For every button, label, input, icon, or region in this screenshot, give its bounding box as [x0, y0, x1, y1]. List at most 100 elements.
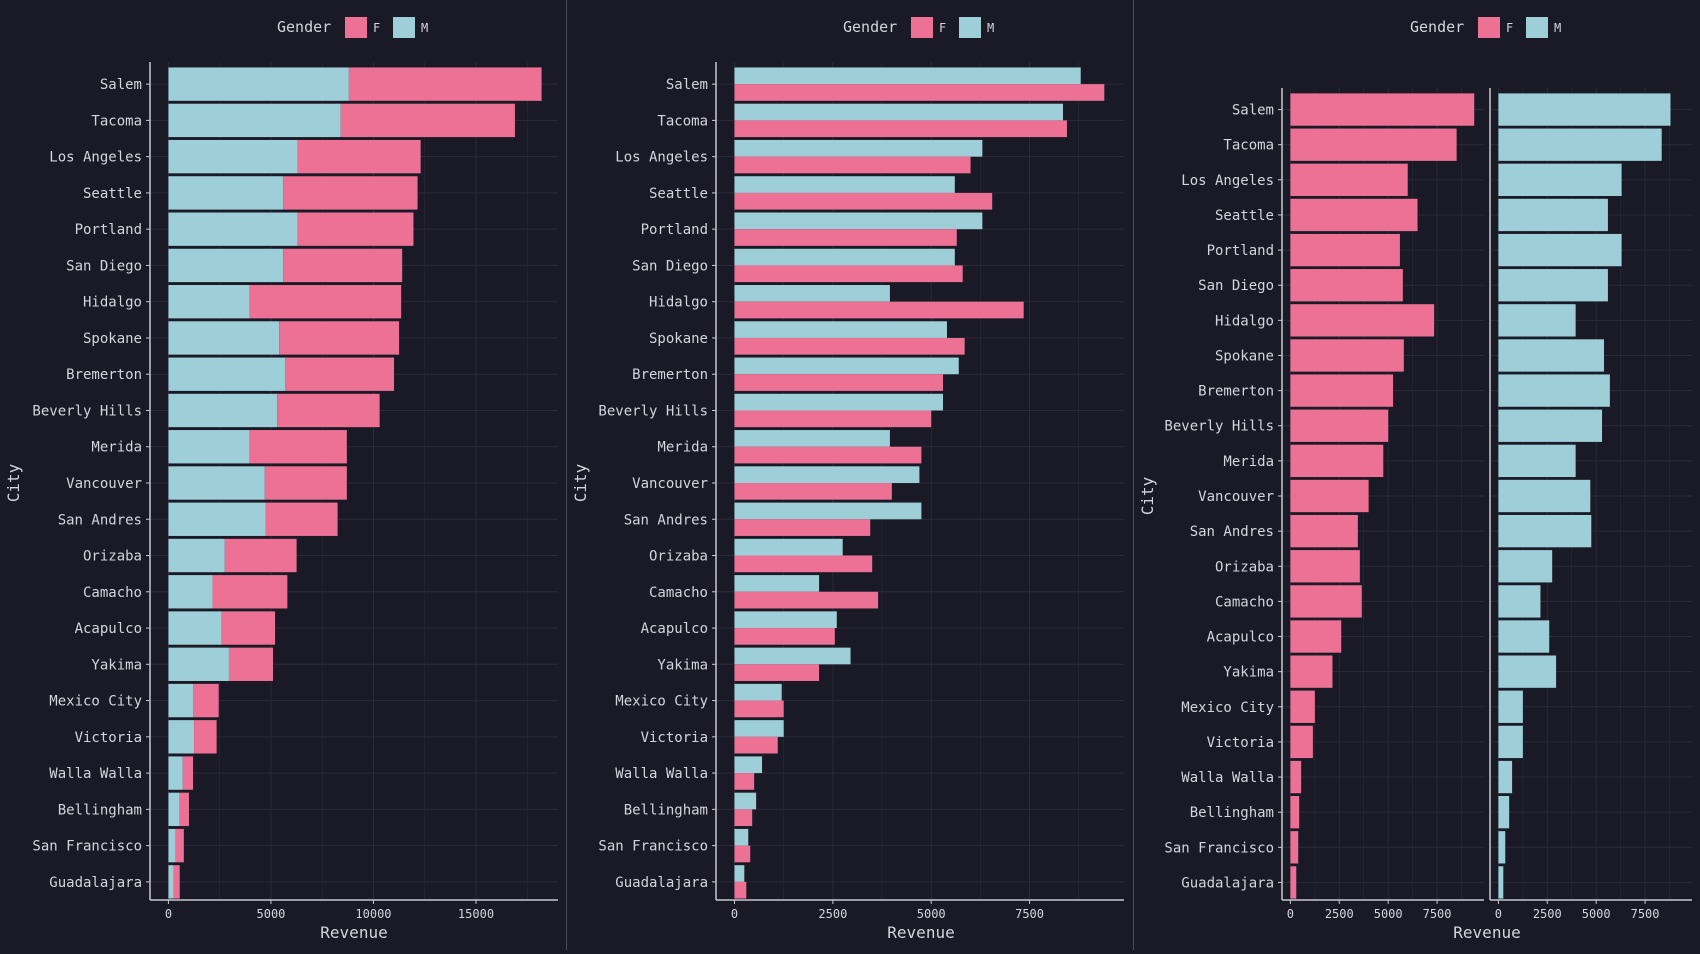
panel-1-bar-yakima-m: [168, 647, 229, 681]
panel-2-bar-bremerton-f: [734, 374, 944, 391]
panel-2-bar-guadalajara-m: [734, 865, 745, 882]
panel-2-bar-san-andres-m: [734, 502, 922, 520]
panel-1-legend-title: Gender: [277, 18, 331, 36]
panel-1-y-tick-label-beverly-hills: Beverly Hills: [32, 403, 142, 419]
panel-3-facet-1-y-tick-label-victoria: Victoria: [1207, 735, 1274, 751]
panel-3-facet-2-bar-camacho-m: [1498, 585, 1541, 618]
panel-2-bar-guadalajara-f: [734, 881, 747, 899]
panel-2-x-tick-label-3: 7500: [1015, 907, 1044, 921]
panel-1-bar-hidalgo-f: [249, 285, 402, 319]
panel-3-facet-1-bar-mexico-city-f: [1290, 690, 1315, 723]
panel-2-y-tick-label-portland: Portland: [641, 222, 708, 238]
panel-1-y-tick-label-bellingham: Bellingham: [58, 802, 142, 818]
panel-3-facet-2-bar-acapulco-m: [1498, 620, 1550, 653]
panel-3-facet-2-bar-walla-walla-m: [1498, 760, 1513, 794]
panel-2-bar-orizaba-f: [734, 555, 873, 573]
panel-2-bar-san-francisco-m: [734, 828, 749, 846]
panel-1-bar-camacho-m: [168, 575, 213, 609]
panel-3-facet-1-bar-acapulco-f: [1290, 620, 1342, 653]
panel-1-bar-los-angeles-m: [168, 139, 298, 174]
panel-3-facet-1-y-tick-label-san-francisco: San Francisco: [1164, 840, 1274, 856]
panel-1-y-tick-label-orizaba: Orizaba: [83, 549, 142, 565]
panel-2-y-tick-label-camacho: Camacho: [649, 585, 708, 601]
panel-1-bar-san-andres-f: [265, 502, 338, 536]
panel-1-y-tick-label-yakima: Yakima: [91, 657, 142, 673]
panel-1-bar-san-francisco-m: [168, 828, 176, 863]
panel-3-facet-1-bar-seattle-f: [1290, 198, 1418, 232]
panel-2-bar-san-diego-f: [734, 265, 963, 283]
panel-1-bar-acapulco-m: [168, 611, 222, 645]
panel-1-y-tick-label-san-diego: San Diego: [66, 258, 142, 274]
panel-3-legend-swatch-m: [1526, 17, 1548, 38]
panel-1-bar-vancouver-m: [168, 466, 265, 500]
panel-1-bar-mexico-city-m: [168, 683, 194, 718]
panel-1-bar-orizaba-f: [224, 538, 297, 573]
panel-3-facet-1-bar-los-angeles-f: [1290, 163, 1408, 196]
panel-3-facet-2-bar-portland-m: [1498, 233, 1622, 267]
panel-3-facet-2-bar-beverly-hills-m: [1498, 409, 1603, 442]
panel-1-y-tick-label-acapulco: Acapulco: [75, 621, 142, 637]
panel-1-bar-walla-walla-m: [168, 756, 183, 790]
panel-3-facet-2-bar-san-francisco-m: [1498, 831, 1506, 864]
panel-3-facet-2-x-tick-label-0: 0: [1495, 907, 1502, 921]
panel-2-y-tick-label-san-diego: San Diego: [632, 258, 708, 274]
panel-1-y-tick-label-guadalajara: Guadalajara: [49, 875, 142, 891]
panel-2-bar-seattle-m: [734, 176, 955, 193]
panel-3-facet-1-y-tick-label-bremerton: Bremerton: [1198, 384, 1274, 400]
panel-1-x-tick-label-1: 5000: [257, 907, 286, 921]
panel-2-legend-label-f: F: [939, 21, 946, 35]
panel-1-bar-guadalajara-m: [168, 865, 174, 899]
panel-3-facet-1-y-tick-label-los-angeles: Los Angeles: [1181, 173, 1274, 189]
panel-2-y-tick-label-hidalgo: Hidalgo: [649, 295, 708, 311]
panel-3-facet-1-y-tick-label-portland: Portland: [1207, 243, 1274, 259]
panel-3-facet-2-bar-hidalgo-m: [1498, 304, 1576, 337]
panel-1-bar-san-diego-f: [283, 248, 403, 283]
panel-3-legend-title: Gender: [1410, 18, 1464, 36]
panel-1-bar-hidalgo-m: [168, 285, 250, 319]
panel-3-facet-2-x-tick-label-3: 7500: [1631, 907, 1660, 921]
panel-2-y-tick-label-beverly-hills: Beverly Hills: [598, 403, 708, 419]
panel-3-facet-1-y-tick-label-bellingham: Bellingham: [1190, 805, 1274, 821]
panel-1-bar-guadalajara-f: [173, 865, 180, 899]
panel-2-bar-bremerton-m: [734, 357, 959, 375]
panel-3-facet-1-bar-camacho-f: [1290, 585, 1362, 618]
panel-3-facet-1-bar-san-francisco-f: [1290, 831, 1299, 864]
panel-3-facet-2-bar-san-diego-m: [1498, 269, 1608, 302]
panel-3-facet-1-bar-bremerton-f: [1290, 374, 1394, 407]
panel-3-facet-1-y-tick-label-acapulco: Acapulco: [1207, 630, 1274, 646]
panel-3-facet-1-x-tick-label-0: 0: [1287, 907, 1294, 921]
panel-3-facet-1-bar-victoria-f: [1290, 725, 1313, 759]
panel-2-bar-spokane-f: [734, 337, 965, 355]
panel-2-y-tick-label-acapulco: Acapulco: [641, 621, 708, 637]
panel-2-bar-san-francisco-f: [734, 845, 751, 863]
panel-2-bar-camacho-m: [734, 575, 820, 592]
panel-2-y-tick-label-vancouver: Vancouver: [632, 476, 708, 492]
panel-3-legend-label-f: F: [1506, 21, 1513, 35]
panel-3-facet-1-y-tick-label-orizaba: Orizaba: [1215, 559, 1274, 575]
panel-2-bar-portland-f: [734, 229, 957, 246]
panel-1-bar-spokane-m: [168, 321, 280, 355]
panel-1-bar-victoria-f: [194, 720, 217, 754]
panel-2-x-axis-title: Revenue: [887, 923, 954, 942]
panel-2-y-tick-label-mexico-city: Mexico City: [615, 694, 708, 710]
panel-1-bar-san-diego-m: [168, 248, 284, 283]
panel-2-y-tick-label-walla-walla: Walla Walla: [615, 766, 708, 782]
panel-3-facet-1-bar-bellingham-f: [1290, 796, 1300, 829]
panel-1-legend-swatch-m: [393, 17, 415, 38]
panel-1-bar-tacoma-m: [168, 103, 341, 138]
panel-3-facet-1-y-tick-label-san-andres: San Andres: [1190, 524, 1274, 540]
panel-1-y-tick-label-hidalgo: Hidalgo: [83, 295, 142, 311]
panel-1-y-tick-label-san-francisco: San Francisco: [32, 839, 142, 855]
panel-3-facet-2-bar-yakima-m: [1498, 655, 1557, 688]
panel-1-bar-seattle-f: [283, 176, 418, 210]
panel-1-bar-portland-f: [297, 212, 414, 246]
panel-2-bar-bellingham-m: [734, 792, 757, 810]
panel-2-bar-tacoma-f: [734, 120, 1067, 138]
panel-1-y-tick-label-salem: Salem: [100, 77, 142, 93]
panel-3-facet-2-bar-guadalajara-m: [1498, 866, 1504, 899]
panel-1-bar-los-angeles-f: [297, 139, 421, 174]
panel-3-facet-1-bar-walla-walla-f: [1290, 760, 1302, 794]
panel-2-bar-salem-m: [734, 67, 1081, 85]
